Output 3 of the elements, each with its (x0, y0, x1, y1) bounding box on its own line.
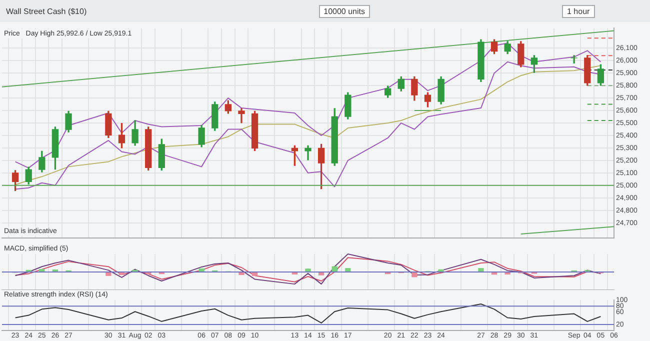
text: 10000 units (318, 4, 370, 18)
chart-title: Wall Street Cash ($10) (6, 6, 87, 16)
text: 1 hour (562, 4, 595, 18)
